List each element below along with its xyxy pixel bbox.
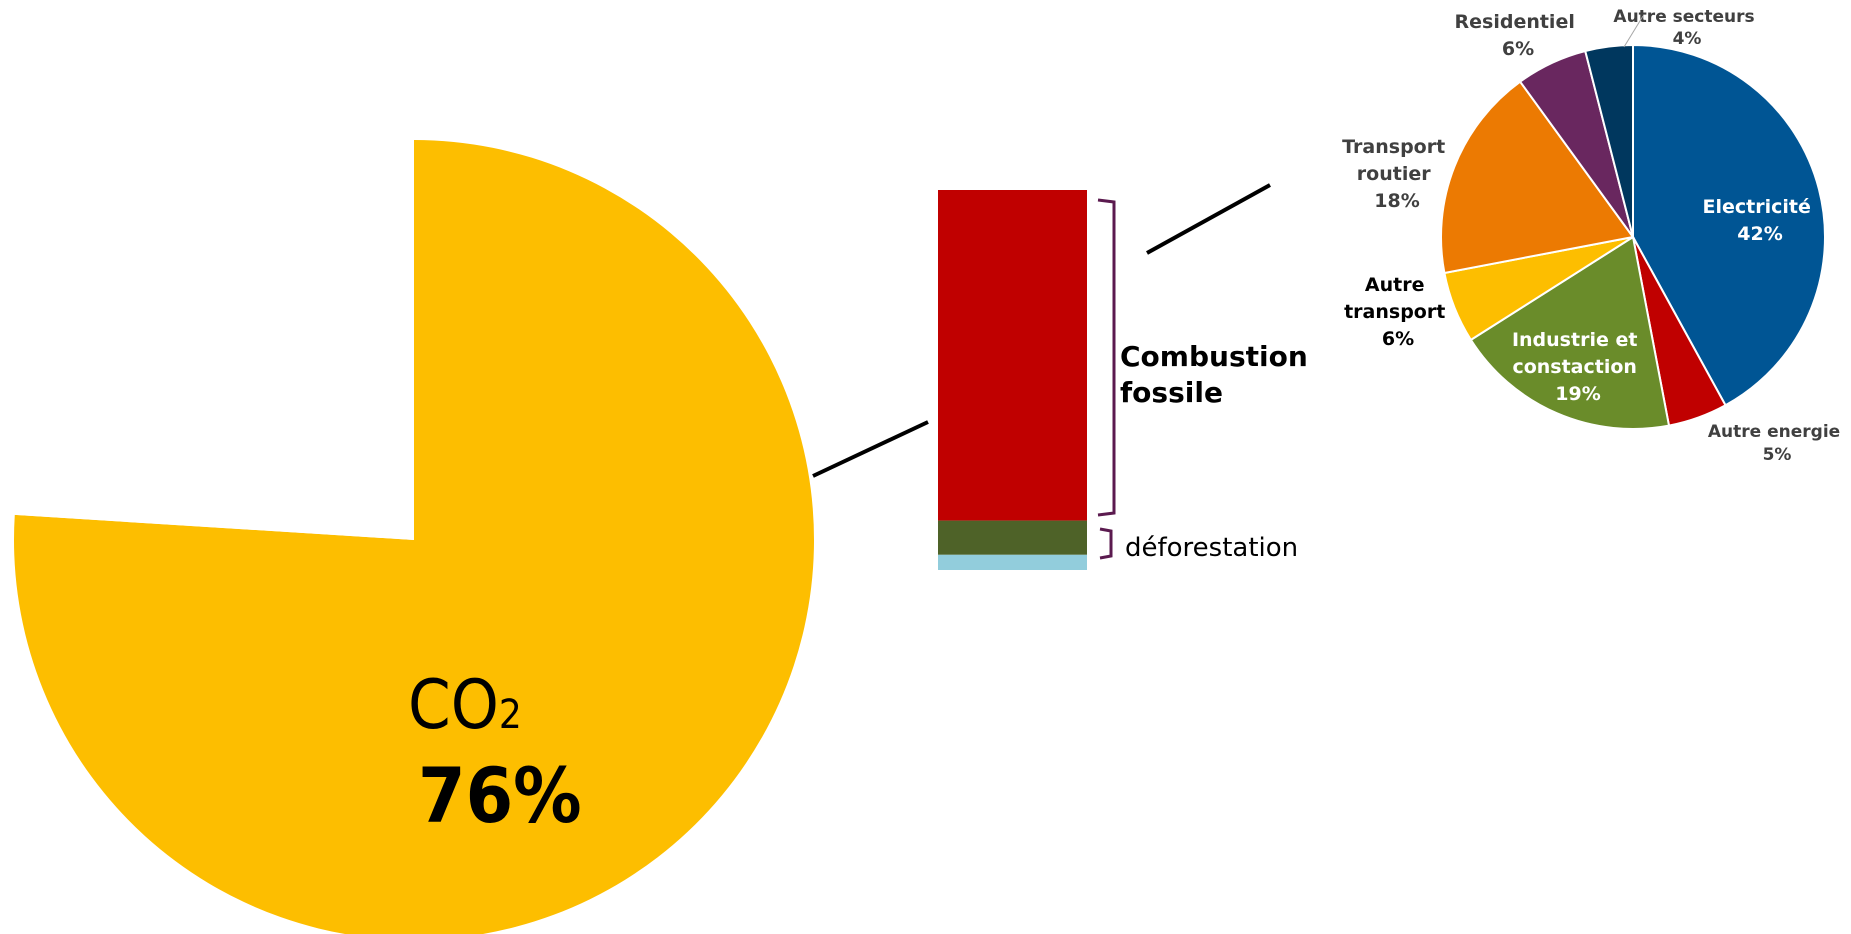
connector-line-right — [1146, 183, 1271, 255]
deforestation-label: déforestation — [1125, 533, 1298, 563]
label-industrie: Industrie et constaction 19% — [1512, 329, 1644, 405]
pie-slice-industrie-et-constaction — [1469, 235, 1671, 430]
co2-percent-label: 76% — [418, 751, 582, 840]
pie-slice-transport-routier — [1440, 80, 1635, 275]
label-residentiel: Residentiel 6% — [1455, 11, 1582, 60]
bar-segment-combustion-fossile — [938, 190, 1087, 521]
combustion-bracket — [1097, 198, 1116, 517]
label-autre-transport: Autre transport 6% — [1344, 274, 1452, 350]
label-autre-secteurs: Autre secteurs 4% — [1613, 7, 1760, 49]
pie-slice-co2 — [14, 140, 814, 934]
connector-line-left — [812, 420, 929, 478]
co2-pie-chart — [14, 140, 814, 934]
label-electricite: Electricité 42% — [1703, 196, 1818, 245]
combustion-label: Combustion fossile — [1120, 340, 1318, 409]
co2-subscript: 2 — [499, 692, 522, 738]
label-autre-energie: Autre energie 5% — [1708, 422, 1846, 465]
co2-source-stacked-bar — [938, 190, 1087, 570]
leader-autre-secteurs — [1623, 15, 1644, 48]
pie-slice-electricite — [1632, 43, 1826, 407]
pie-slice-blank-1 — [14, 140, 415, 540]
co2-label: CO2 — [408, 666, 522, 745]
pie-slice-autre-secteurs — [1584, 43, 1634, 238]
sector-pie-chart — [1440, 43, 1826, 430]
bar-segment-deforestation — [938, 520, 1087, 555]
label-transport-routier: Transport routier 18% — [1342, 136, 1452, 212]
deforestation-bracket — [1099, 527, 1113, 560]
bar-segment-blank-2 — [938, 554, 1087, 570]
